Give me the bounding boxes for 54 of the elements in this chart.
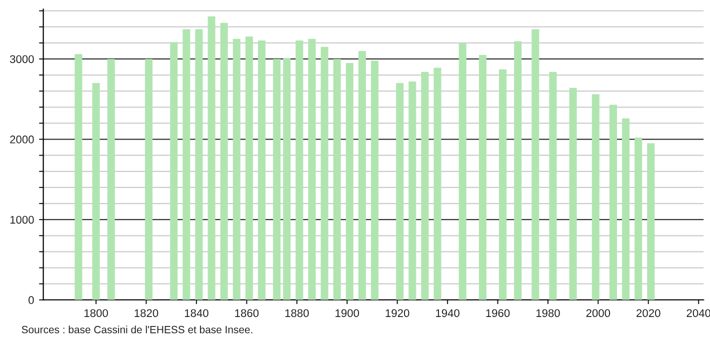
bar — [609, 104, 617, 300]
x-tick-label: 1980 — [536, 309, 560, 318]
bar — [396, 83, 404, 300]
x-tick-label: 1900 — [336, 309, 360, 318]
bar — [232, 38, 240, 300]
bar — [370, 60, 378, 300]
x-tick-label: 1960 — [486, 309, 510, 318]
bar — [346, 62, 354, 300]
bar — [532, 29, 540, 300]
bar — [549, 72, 557, 300]
bar — [647, 143, 655, 300]
bar — [195, 29, 203, 300]
y-tick-label: 1000 — [10, 216, 34, 224]
y-tick-label: 0 — [28, 296, 34, 304]
y-tick-label: 2000 — [10, 136, 34, 144]
bar — [320, 46, 328, 300]
bar — [283, 58, 291, 300]
bar — [74, 54, 82, 300]
bar — [434, 68, 442, 300]
bar — [498, 69, 507, 300]
x-tick-label: 1940 — [436, 309, 460, 318]
bar — [220, 22, 228, 300]
bar — [92, 83, 100, 300]
bar — [592, 94, 600, 300]
bar — [622, 118, 630, 300]
bar — [208, 16, 216, 300]
x-tick-label: 2000 — [586, 309, 610, 318]
bar — [245, 36, 253, 300]
bar — [333, 58, 341, 300]
bar — [478, 54, 486, 300]
bar — [258, 40, 266, 300]
bar — [458, 42, 466, 300]
bar — [273, 58, 281, 300]
bar — [408, 81, 416, 300]
bar — [358, 50, 366, 300]
x-tick-label: 2020 — [636, 309, 660, 318]
y-tick-label: 3000 — [10, 55, 34, 64]
bar — [634, 138, 642, 300]
source-note: Sources : base Cassini de l'EHESS et base Insee. — [22, 326, 252, 334]
bar — [296, 40, 304, 300]
x-tick-label: 1880 — [285, 309, 309, 318]
bar — [308, 38, 316, 300]
bar — [144, 58, 153, 300]
bar — [170, 42, 178, 300]
x-tick-label: 1820 — [134, 309, 158, 318]
bar — [182, 29, 190, 300]
x-tick-label: 1800 — [84, 309, 108, 318]
x-tick-label: 1920 — [386, 309, 410, 318]
bar — [514, 41, 522, 300]
bar — [569, 88, 577, 300]
bar — [107, 58, 115, 300]
bar — [421, 72, 429, 300]
x-tick-label: 1840 — [184, 309, 208, 318]
x-tick-label: 1860 — [235, 309, 259, 318]
